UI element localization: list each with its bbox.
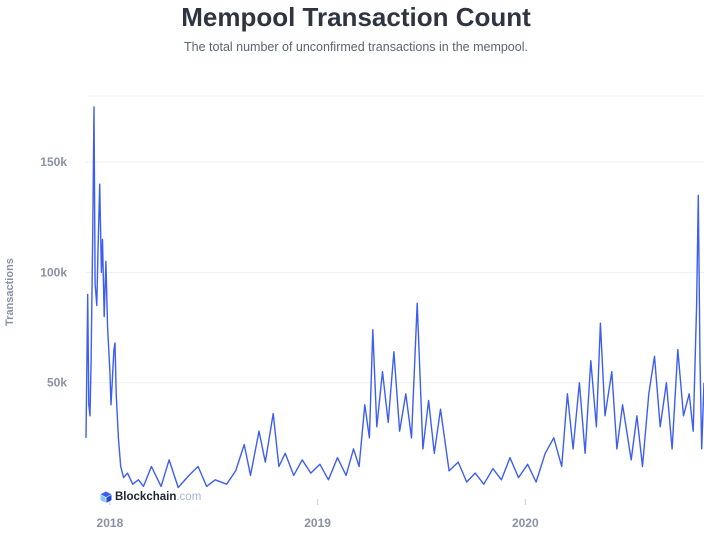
y-tick-label: 100k — [40, 265, 67, 279]
x-tick-label: 2018 — [97, 516, 124, 530]
x-tick-label: 2020 — [512, 516, 539, 530]
x-tick-label: 2019 — [304, 516, 331, 530]
brand-suffix: .com — [176, 491, 202, 503]
chart-subtitle: The total number of unconfirmed transact… — [184, 40, 528, 54]
chart-title: Mempool Transaction Count — [181, 2, 531, 32]
x-axis-ticks: 2018 2019 2020 — [97, 499, 539, 530]
series-line — [85, 106, 704, 489]
y-axis-ticks: 50k 100k 150k — [40, 155, 67, 390]
blockchain-cube-icon — [100, 491, 112, 503]
brand-name: Blockchain — [115, 491, 177, 503]
y-tick-label: 150k — [40, 155, 67, 169]
brand-watermark: Blockchain .com — [100, 491, 201, 503]
grid-lines — [86, 95, 704, 384]
y-tick-label: 50k — [47, 376, 67, 390]
